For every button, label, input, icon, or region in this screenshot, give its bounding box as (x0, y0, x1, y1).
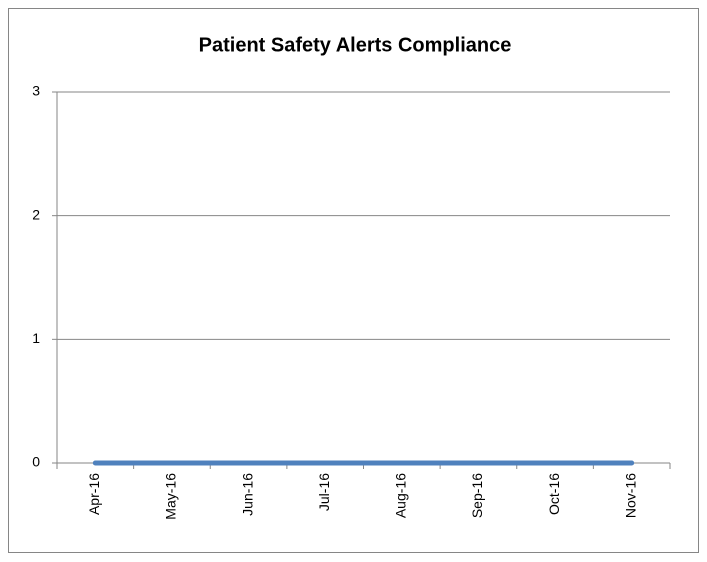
x-tick-label: Jul-16 (316, 473, 332, 511)
y-tick-label: 2 (32, 206, 40, 222)
x-tick-label: May-16 (163, 473, 179, 520)
y-tick-label: 3 (32, 83, 40, 99)
x-tick-label: Apr-16 (86, 473, 102, 515)
x-tick-label: Oct-16 (546, 473, 562, 515)
y-tick-label: 1 (32, 330, 40, 346)
x-tick-label: Jun-16 (239, 473, 255, 516)
chart-border (8, 8, 699, 553)
x-tick-label: Aug-16 (393, 473, 409, 518)
chart-title: Patient Safety Alerts Compliance (199, 34, 512, 56)
x-tick-label: Sep-16 (469, 473, 485, 518)
x-tick-label: Nov-16 (622, 473, 638, 518)
y-tick-label: 0 (32, 454, 40, 470)
